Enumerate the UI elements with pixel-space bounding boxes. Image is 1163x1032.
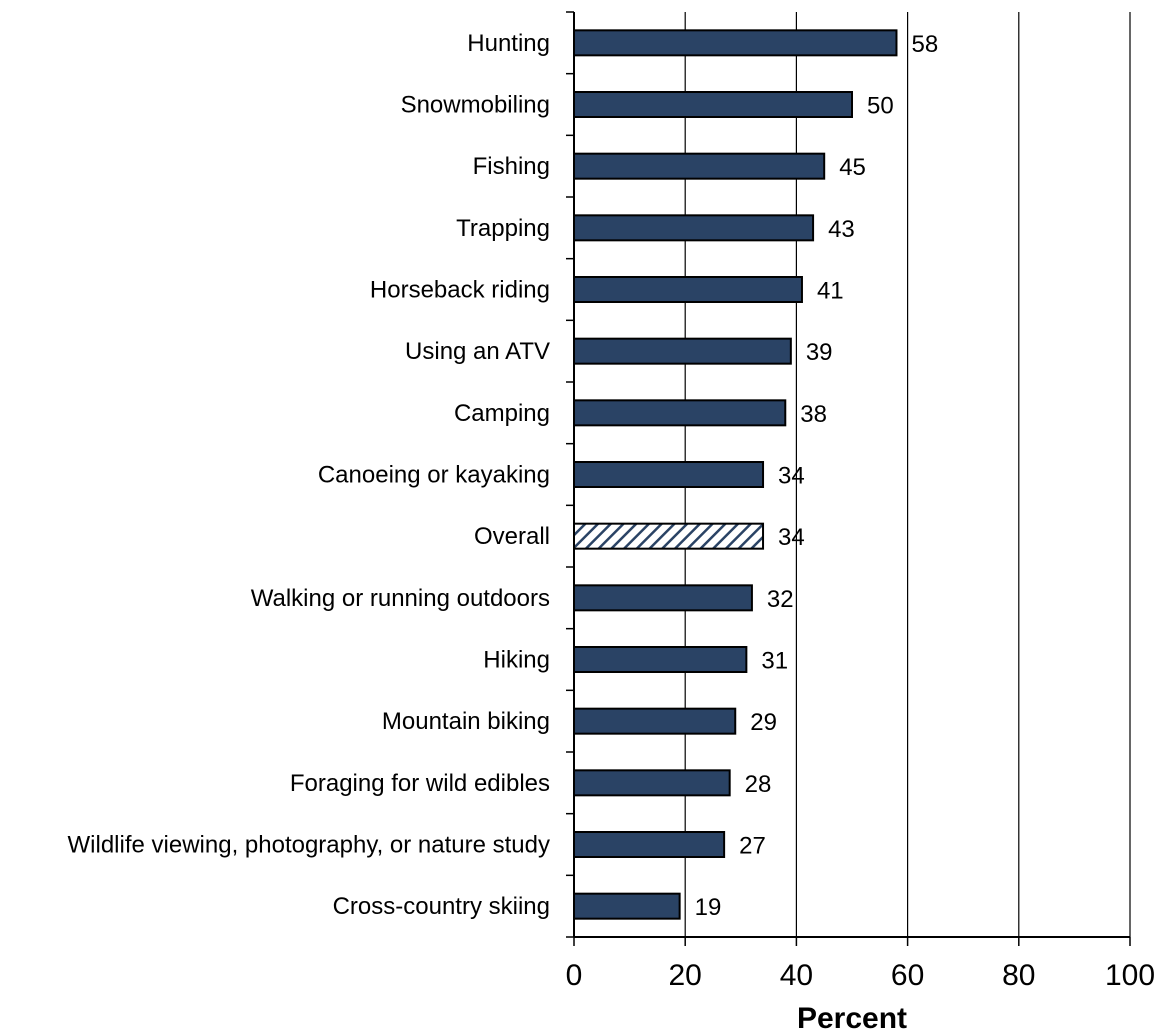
x-tick-label: 40 <box>780 959 813 992</box>
category-label: Walking or running outdoors <box>251 585 550 612</box>
bar <box>573 91 853 118</box>
bar <box>573 214 815 242</box>
category-label: Canoeing or kayaking <box>318 462 550 489</box>
bar <box>573 831 726 858</box>
bar <box>573 769 731 797</box>
data-label: 19 <box>695 894 722 921</box>
x-tick-label: 0 <box>566 959 583 992</box>
category-label: Wildlife viewing, photography, or nature… <box>68 832 550 859</box>
data-label: 34 <box>778 463 805 490</box>
category-label: Overall <box>474 523 550 550</box>
category-label: Horseback riding <box>370 277 550 304</box>
labels: 0 20 40 60 80 100 Hunting 58 Snowmobiling 50 Fishi… <box>68 30 1156 992</box>
data-label: 28 <box>745 771 772 798</box>
data-label: 45 <box>839 154 866 181</box>
bar <box>573 892 681 920</box>
category-label: Foraging for wild edibles <box>290 770 550 797</box>
category-label: Trapping <box>456 215 550 242</box>
bar <box>573 337 792 365</box>
bar <box>573 29 898 57</box>
category-label: Hunting <box>467 30 550 57</box>
axes <box>566 11 1131 946</box>
category-label: Hiking <box>483 647 550 674</box>
data-label: 50 <box>867 93 894 120</box>
data-label: 29 <box>750 709 777 736</box>
category-label: Snowmobiling <box>401 92 550 119</box>
category-label: Camping <box>454 400 550 427</box>
data-label: 32 <box>767 586 794 613</box>
category-label: Fishing <box>473 153 550 180</box>
data-label: 41 <box>817 278 844 305</box>
data-label: 58 <box>911 31 938 58</box>
x-axis-title: Percent <box>797 1002 907 1032</box>
data-label: 38 <box>800 401 827 428</box>
x-tick-label: 60 <box>891 959 924 992</box>
category-label: Using an ATV <box>405 338 550 365</box>
data-label: 34 <box>778 524 805 551</box>
bar <box>573 461 765 488</box>
bar <box>573 152 826 180</box>
category-label: Mountain biking <box>382 708 550 735</box>
bar <box>573 707 737 735</box>
bar <box>573 646 748 673</box>
category-label: Cross-country skiing <box>333 893 550 920</box>
bar <box>573 584 753 612</box>
data-label: 39 <box>806 339 833 366</box>
x-tick-label: 100 <box>1105 959 1155 992</box>
data-label: 27 <box>739 833 766 860</box>
data-label: 31 <box>761 648 788 675</box>
x-tick-label: 80 <box>1002 959 1035 992</box>
data-label: 43 <box>828 216 855 243</box>
bar <box>573 399 787 427</box>
x-tick-label: 20 <box>669 959 702 992</box>
bar-overall <box>573 522 765 550</box>
bar <box>573 276 803 303</box>
